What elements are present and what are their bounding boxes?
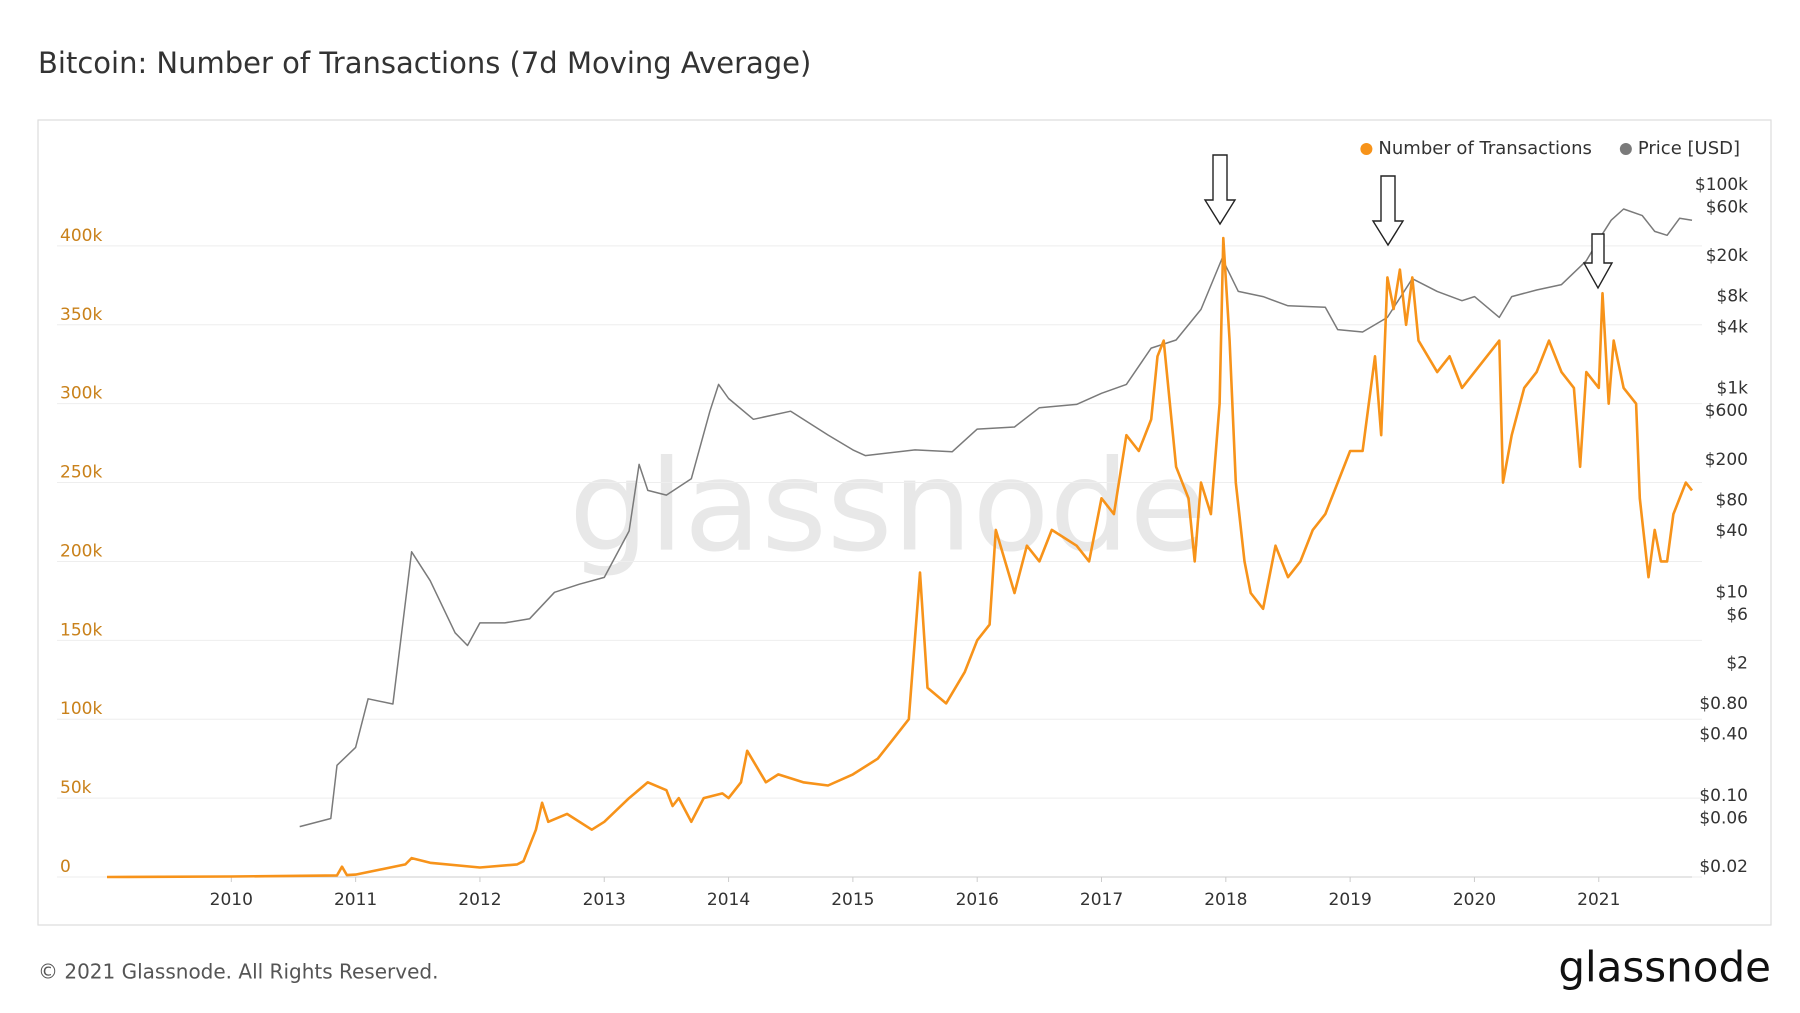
- x-tick-label: 2015: [831, 890, 874, 910]
- y2-tick-label: $1k: [1717, 379, 1749, 399]
- legend-swatch: [1360, 143, 1373, 155]
- x-tick-label: 2011: [334, 890, 377, 910]
- legend-label: Number of Transactions: [1378, 138, 1591, 159]
- legend: Price [USD] Number of Transactions: [1360, 138, 1740, 159]
- y2-tick-label: $200: [1705, 450, 1748, 470]
- y-tick-label: 250k: [60, 463, 102, 483]
- y2-tick-label: $0.40: [1699, 725, 1748, 745]
- y-tick-label: 150k: [60, 620, 102, 640]
- y-tick-label: 300k: [60, 384, 102, 404]
- y2-tick-label: $60k: [1706, 198, 1748, 218]
- y2-tick-label: $600: [1705, 401, 1748, 421]
- y2-tick-label: $0.10: [1699, 786, 1748, 806]
- y-tick-label: 350k: [60, 305, 102, 325]
- chart-frame: [37, 119, 1772, 926]
- legend-label: Price [USD]: [1638, 138, 1740, 159]
- y2-tick-label: $40: [1716, 521, 1748, 541]
- legend-swatch: [1619, 143, 1632, 155]
- x-tick-label: 2014: [707, 890, 750, 910]
- x-tick-label: 2017: [1080, 890, 1123, 910]
- y-tick-label: 400k: [60, 226, 102, 246]
- x-tick-label: 2019: [1329, 890, 1372, 910]
- x-tick-label: 2013: [583, 890, 626, 910]
- logo: glassnode: [1558, 943, 1771, 992]
- x-tick-label: 2016: [956, 890, 999, 910]
- x-tick-label: 2021: [1577, 890, 1620, 910]
- y-tick-label: 50k: [60, 778, 92, 798]
- y2-tick-label: $0.02: [1699, 857, 1748, 877]
- y-tick-label: 200k: [60, 541, 102, 561]
- y2-tick-label: $20k: [1706, 246, 1748, 266]
- series-line: [299, 208, 1693, 828]
- arrow: [1371, 175, 1405, 247]
- y2-tick-label: $80: [1716, 490, 1748, 510]
- arrow: [1203, 154, 1237, 226]
- y2-tick-label: $2: [1726, 653, 1748, 673]
- x-tick-label: 2010: [210, 890, 253, 910]
- y2-tick-label: $4k: [1717, 317, 1749, 337]
- annotations: [1203, 154, 1614, 290]
- series-line: [106, 236, 1694, 879]
- watermark: glassnode: [569, 433, 1207, 580]
- y2-tick-label: $0.80: [1699, 694, 1748, 714]
- y2-tick-label: $8k: [1717, 287, 1749, 307]
- x-tick-label: 2020: [1453, 890, 1496, 910]
- y-tick-label: 0: [60, 857, 71, 877]
- plot-area: 0 50k 100k 150k 200k 250k 300k 350k 400k $0.02 $0.…: [57, 175, 1748, 910]
- y2-tick-label: $100k: [1695, 175, 1748, 195]
- y-tick-label: 100k: [60, 699, 102, 719]
- x-tick-label: 2018: [1204, 890, 1247, 910]
- copyright: © 2021 Glassnode. All Rights Reserved.: [38, 960, 438, 984]
- x-tick-label: 2012: [458, 890, 501, 910]
- chart-title: Bitcoin: Number of Transactions (7d Movi…: [38, 46, 811, 80]
- arrow: [1582, 233, 1614, 290]
- y2-tick-label: $10: [1716, 582, 1748, 602]
- y2-tick-label: $6: [1726, 605, 1748, 625]
- y2-tick-label: $0.06: [1699, 809, 1748, 829]
